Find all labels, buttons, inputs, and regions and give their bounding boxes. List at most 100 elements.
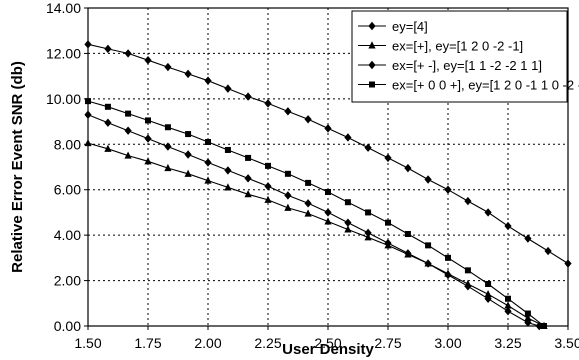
y-tick-label: 10.00	[46, 91, 81, 107]
data-point	[284, 191, 292, 200]
data-point	[364, 228, 372, 238]
data-point	[244, 174, 252, 183]
series-group	[84, 40, 572, 331]
data-point	[265, 162, 271, 169]
data-point	[344, 218, 352, 227]
data-point	[224, 84, 232, 93]
data-point	[541, 323, 547, 329]
legend-entry: ex=[+ -], ey=[1 1 -2 -2 1 1]	[358, 58, 542, 73]
legend-label: ex=[+], ey=[1 2 0 -2 -1]	[392, 39, 523, 54]
data-point	[205, 139, 211, 146]
x-tick-label: 2.75	[374, 335, 401, 351]
data-point	[184, 150, 192, 159]
legend-swatch-marker	[368, 41, 376, 49]
data-point	[124, 49, 132, 58]
data-point	[264, 99, 272, 108]
x-tick-label: 3.25	[494, 335, 521, 351]
data-point	[324, 217, 332, 225]
data-point	[325, 188, 331, 195]
x-tick-label: 3.00	[434, 335, 461, 351]
data-point	[264, 195, 272, 203]
data-point	[104, 144, 112, 152]
data-point	[524, 234, 532, 243]
y-tick-label: 14.00	[46, 0, 81, 16]
data-point	[464, 196, 472, 206]
data-point	[344, 199, 351, 206]
series-4	[85, 98, 547, 329]
data-point	[204, 76, 212, 85]
data-point	[484, 294, 492, 303]
data-point	[404, 163, 412, 173]
x-tick-label: 2.25	[254, 335, 281, 351]
y-tick-label: 6.00	[54, 182, 81, 198]
data-point	[365, 209, 372, 216]
data-point	[505, 295, 511, 302]
data-point	[324, 124, 332, 133]
series-1	[84, 40, 572, 268]
y-tick-label: 0.00	[54, 318, 81, 334]
data-point	[404, 249, 412, 258]
series-line	[87, 100, 545, 327]
data-point	[145, 117, 151, 124]
data-point	[164, 163, 172, 172]
data-point	[185, 131, 192, 138]
y-axis-title: Relative Error Event SNR (db)	[9, 61, 26, 273]
legend-label: ey=[4]	[392, 19, 428, 34]
data-point	[485, 280, 492, 287]
data-point	[425, 242, 432, 249]
data-point	[484, 208, 492, 217]
data-point	[224, 183, 232, 191]
legend-entry: ey=[4]	[358, 19, 428, 34]
legend-entry: ex=[+ 0 0 +], ey=[1 2 0 -1 1 0 -2 -1]	[358, 78, 579, 93]
x-tick-label: 1.75	[134, 335, 161, 351]
data-point	[204, 176, 212, 184]
data-point	[364, 143, 372, 152]
data-point	[524, 318, 532, 327]
data-point	[404, 231, 411, 238]
data-point	[125, 110, 132, 117]
data-point	[164, 124, 171, 131]
x-tick-label: 2.50	[314, 335, 341, 351]
data-point	[204, 158, 212, 167]
data-point	[384, 153, 392, 163]
y-axis-ticks: 0.00 2.00 4.00 6.00 8.00 10.00 12.00 14.00	[46, 0, 88, 334]
series-line	[87, 142, 545, 327]
data-point	[184, 169, 192, 177]
legend-swatch-marker	[368, 60, 376, 70]
series-3	[84, 110, 543, 331]
data-point	[284, 107, 292, 116]
data-point	[84, 138, 92, 147]
data-point	[504, 301, 512, 309]
legend-label: ex=[+ 0 0 +], ey=[1 2 0 -1 1 0 -2 -1]	[392, 78, 579, 93]
y-tick-label: 2.00	[54, 273, 81, 289]
data-point	[424, 175, 432, 184]
legend: ey=[4] ex=[+], ey=[1 2 0 -2 -1] ex=[+ -], …	[351, 10, 579, 103]
y-tick-label: 12.00	[46, 45, 81, 61]
legend-label: ex=[+ -], ey=[1 1 -2 -2 1 1]	[392, 58, 542, 73]
data-point	[304, 199, 312, 208]
data-point	[104, 44, 112, 54]
data-point	[85, 98, 91, 105]
data-point	[244, 92, 252, 101]
data-point	[84, 40, 92, 49]
data-point	[264, 182, 272, 191]
y-tick-label: 4.00	[54, 227, 81, 243]
data-point	[524, 313, 532, 322]
data-point	[464, 267, 471, 274]
data-point	[84, 110, 92, 119]
data-point	[144, 134, 152, 143]
series-2	[84, 138, 548, 329]
legend-swatch-marker	[368, 21, 376, 31]
data-point	[245, 154, 252, 161]
x-tick-label: 1.50	[74, 335, 101, 351]
data-point	[284, 170, 291, 177]
data-point	[445, 254, 451, 261]
x-axis-title: User Density	[282, 341, 374, 358]
data-point	[304, 209, 312, 217]
data-point	[104, 103, 111, 110]
data-point	[304, 115, 312, 124]
data-point	[344, 225, 352, 233]
data-point	[544, 246, 552, 256]
data-point	[184, 69, 192, 79]
